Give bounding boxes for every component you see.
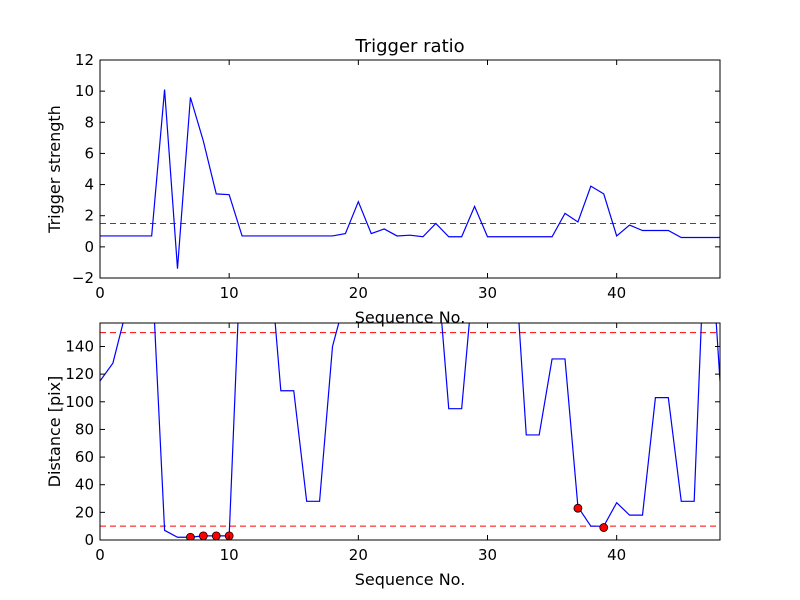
distance-y-tick-label: 20	[75, 503, 94, 521]
distance-x-tick-label: 20	[349, 546, 368, 564]
trigger-plot-area	[100, 89, 720, 269]
distance-marker-point	[198, 531, 208, 540]
trigger-axes-frame	[99, 59, 721, 279]
trigger-y-tick-label: 10	[75, 82, 94, 100]
trigger-y-tick-label: 12	[75, 51, 94, 69]
distance-chart: 0 10 20 30 40 0 20 40 60 80 100 120 140 Sequence No. D…	[45, 322, 721, 589]
distance-marker-point	[186, 532, 195, 540]
distance-x-tick-label: 40	[607, 546, 626, 564]
distance-x-tick-label: 0	[95, 546, 105, 564]
trigger-x-tick-label: 30	[478, 284, 497, 302]
distance-marker-point	[211, 531, 221, 540]
distance-marker-point	[573, 503, 583, 513]
distance-marker-point	[599, 523, 609, 532]
distance-y-tick-label: 40	[75, 476, 94, 494]
trigger-series-line	[100, 89, 720, 269]
trigger-y-tick-label: 8	[84, 113, 94, 131]
trigger-y-tick-label: 2	[84, 207, 94, 225]
distance-y-tick-label: 0	[84, 531, 94, 549]
trigger-x-tick-label: 10	[220, 284, 239, 302]
distance-y-tick-label: 120	[65, 365, 94, 383]
trigger-y-tick-label: 6	[84, 144, 94, 162]
trigger-y-tick-label: 0	[84, 238, 94, 256]
trigger-chart-title: Trigger ratio	[354, 36, 464, 57]
trigger-x-tick-label: 20	[349, 284, 368, 302]
distance-x-axis-label: Sequence No.	[355, 570, 466, 589]
distance-axes-frame	[99, 322, 721, 541]
distance-x-tick-label: 10	[220, 546, 239, 564]
distance-x-tick-label: 30	[478, 546, 497, 564]
trigger-y-tick-label: −2	[72, 269, 94, 287]
trigger-y-axis-label: Trigger strength	[45, 105, 64, 234]
distance-y-tick-label: 60	[75, 448, 94, 466]
trigger-x-tick-label: 40	[607, 284, 626, 302]
distance-y-tick-label: 80	[75, 420, 94, 438]
trigger-y-tick-label: 4	[84, 176, 94, 194]
distance-y-tick-label: 140	[65, 337, 94, 355]
distance-y-axis-label: Distance [pix]	[45, 376, 64, 488]
distance-plot-area	[100, 323, 720, 540]
trigger-x-tick-label: 0	[95, 284, 105, 302]
distance-y-tick-label: 100	[65, 393, 94, 411]
trigger-x-axis-label: Sequence No.	[355, 308, 466, 327]
